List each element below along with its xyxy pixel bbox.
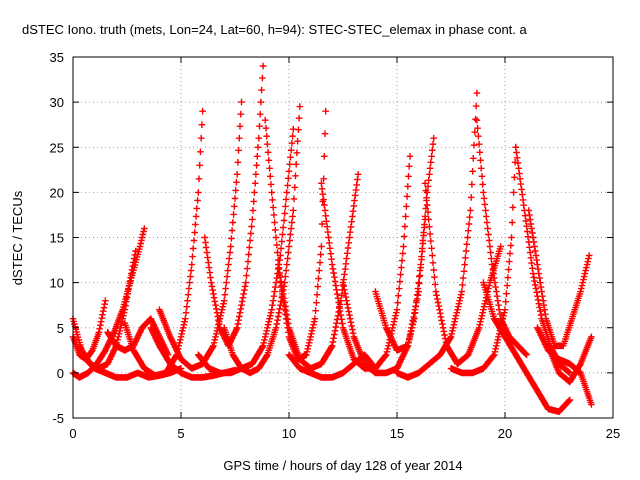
x-tick-label: 5 [177, 426, 184, 441]
axis-ticks: 0 5 10 15 20 25 -5 0 5 10 15 20 25 30 35 [50, 50, 621, 441]
y-tick-label: 15 [50, 231, 64, 246]
y-axis-label: dSTEC / TECUs [10, 190, 25, 285]
data-series [372, 134, 437, 354]
plus-markers [104, 315, 172, 359]
plus-markers [156, 98, 245, 372]
plus-markers [274, 171, 362, 372]
data-points [69, 62, 595, 415]
y-tick-label: -5 [52, 411, 64, 426]
y-tick-label: 0 [57, 366, 64, 381]
plus-markers [261, 107, 329, 363]
y-tick-label: 10 [50, 276, 64, 291]
x-tick-label: 25 [606, 426, 620, 441]
plus-markers [195, 125, 297, 377]
x-tick-label: 10 [282, 426, 296, 441]
plus-markers [544, 333, 595, 386]
data-series [274, 171, 362, 372]
data-series [195, 125, 297, 377]
data-series [393, 89, 481, 381]
data-series [104, 315, 172, 359]
plus-markers [372, 134, 437, 354]
plus-markers [473, 116, 530, 359]
x-tick-label: 15 [390, 426, 404, 441]
plus-markers [480, 279, 574, 415]
plus-markers [525, 207, 593, 350]
y-tick-label: 20 [50, 185, 64, 200]
y-tick-label: 35 [50, 50, 64, 65]
y-tick-label: 5 [57, 321, 64, 336]
data-series [525, 207, 593, 350]
data-series [156, 98, 245, 372]
data-series [473, 116, 530, 359]
data-series [480, 279, 574, 415]
chart-title: dSTEC Iono. truth (mets, Lon=24, Lat=60,… [22, 22, 528, 37]
x-tick-label: 0 [69, 426, 76, 441]
x-axis-label: GPS time / hours of day 128 of year 2014 [223, 458, 462, 473]
data-series [544, 333, 595, 386]
y-tick-label: 25 [50, 140, 64, 155]
y-tick-label: 30 [50, 95, 64, 110]
plus-markers [393, 89, 481, 381]
data-series [261, 107, 329, 363]
x-tick-label: 20 [498, 426, 512, 441]
